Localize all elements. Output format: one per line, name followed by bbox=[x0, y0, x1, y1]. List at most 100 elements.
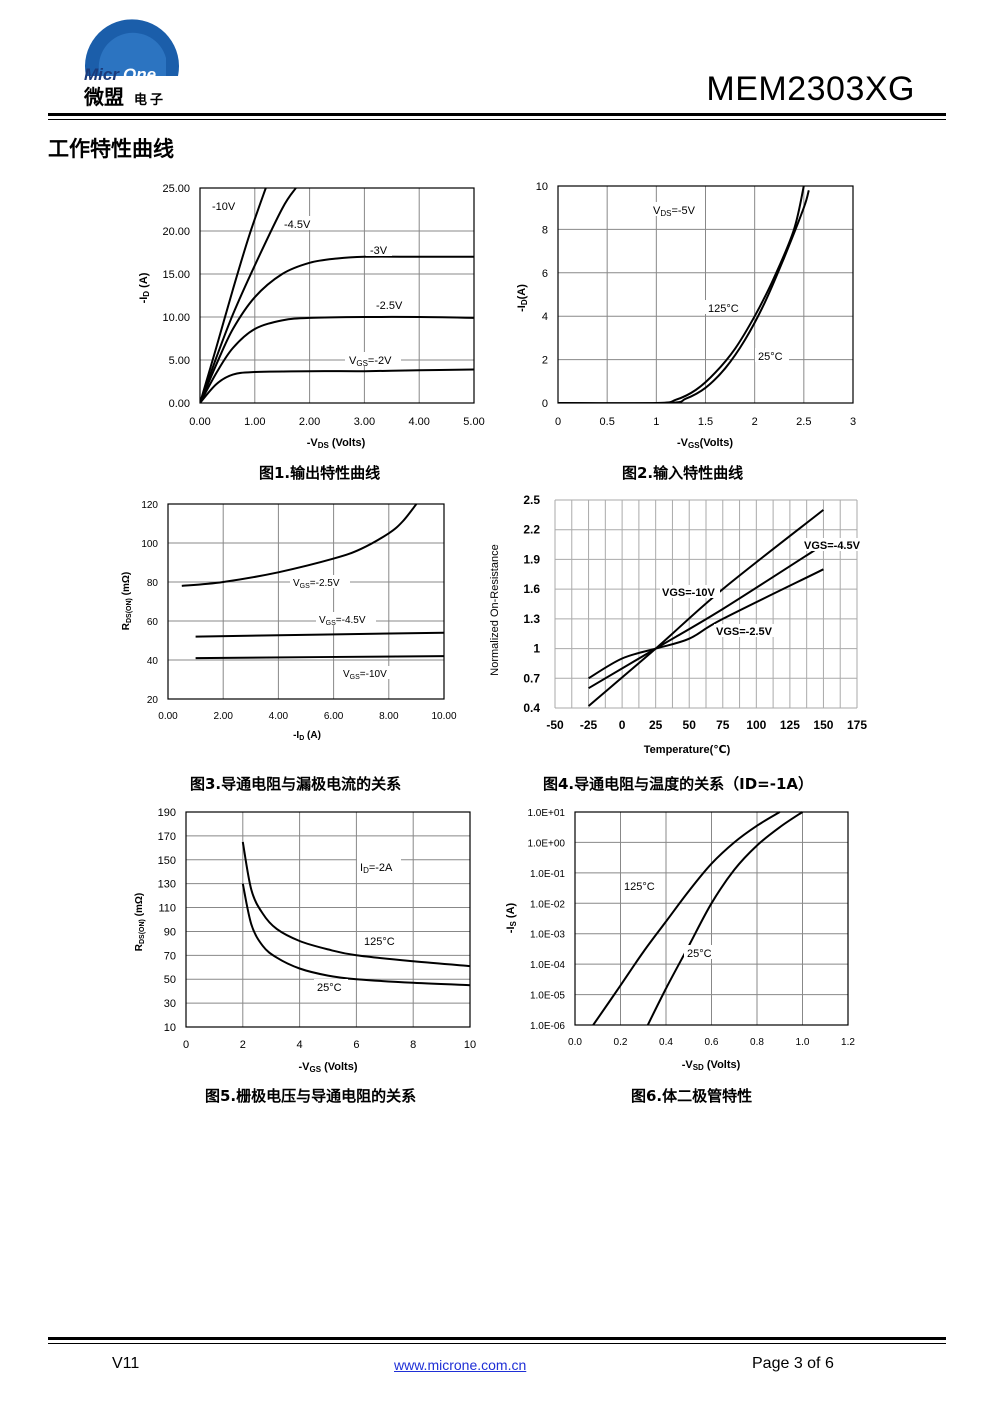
label-vgs-2.5v: VGS=-2.5V bbox=[716, 626, 773, 638]
x-tick-label: 4 bbox=[297, 1039, 303, 1051]
series-line-VGS-10V bbox=[195, 655, 445, 660]
y-tick-label: 80 bbox=[147, 578, 159, 589]
y-tick-label: 1.0E+00 bbox=[527, 838, 565, 849]
series-line--2.5V bbox=[200, 315, 475, 403]
x-tick-label: 2 bbox=[752, 416, 758, 428]
series-line-VGS-4.5V bbox=[587, 509, 825, 707]
chart-rdson-vs-vgs: 0 2 4 6 8 10 10 30 50 70 90 110 130 150 170 190 RDS(ON… bbox=[134, 807, 476, 1074]
series-line-VGS-4.5V bbox=[195, 631, 445, 638]
x-tick-label: 4.00 bbox=[269, 711, 289, 722]
series-line-125C bbox=[241, 841, 471, 968]
y-tick-label: 8 bbox=[542, 224, 548, 236]
y-tick-label: 20.00 bbox=[162, 226, 190, 238]
series-line-VGS-2.5V bbox=[181, 503, 418, 587]
x-tick-label: 10.00 bbox=[431, 711, 456, 722]
y-tick-label: 1 bbox=[533, 642, 540, 656]
footer-version: V11 bbox=[112, 1355, 140, 1372]
plot-area bbox=[186, 812, 470, 1027]
section-title: 工作特性曲线 bbox=[48, 137, 174, 161]
x-tick-label: 0.00 bbox=[158, 711, 178, 722]
x-tick-label: -50 bbox=[546, 718, 564, 732]
plot-area bbox=[200, 188, 474, 403]
x-tick-label: 1.00 bbox=[244, 416, 265, 428]
x-tick-label: 4.00 bbox=[408, 416, 429, 428]
x-tick-label: 175 bbox=[847, 718, 867, 732]
footer-website-link[interactable]: www.microne.com.cn bbox=[394, 1357, 527, 1373]
microne-logo: Micr One 微盟 电子 bbox=[83, 19, 179, 109]
series-line-25C bbox=[558, 190, 810, 403]
plot-area bbox=[168, 504, 444, 699]
label-125c: 125°C bbox=[624, 881, 655, 893]
plot-frame bbox=[199, 187, 475, 404]
y-tick-label: 150 bbox=[158, 855, 176, 867]
x-tick-label: 6.00 bbox=[324, 711, 344, 722]
x-tick-label: 2.00 bbox=[299, 416, 320, 428]
x-tick-label: 0.2 bbox=[614, 1037, 628, 1048]
x-tick-label: 125 bbox=[780, 718, 800, 732]
y-tick-label: 1.0E-05 bbox=[530, 991, 565, 1002]
label-vgs-10v: VGS=-10V bbox=[662, 587, 716, 599]
series-line-125C bbox=[592, 811, 781, 1025]
y-tick-label: 50 bbox=[164, 974, 176, 986]
x-tick-label: 1 bbox=[653, 416, 659, 428]
x-axis-label: -VSD (Volts) bbox=[682, 1059, 741, 1072]
logo-text-cn-b: 电子 bbox=[134, 92, 166, 108]
x-tick-label: 0.6 bbox=[705, 1037, 719, 1048]
plot-frame bbox=[185, 811, 471, 1028]
y-tick-label: 1.0E+01 bbox=[527, 808, 565, 819]
y-tick-label: 4 bbox=[542, 311, 548, 323]
y-tick-label: 1.0E-04 bbox=[530, 960, 565, 971]
y-axis-label: -ID (A) bbox=[138, 272, 151, 303]
label-vgs-4.5v: -4.5V bbox=[284, 219, 311, 231]
y-axis-label: Normalized On-Resistance bbox=[489, 544, 501, 675]
caption-fig2: 图2.输入特性曲线 bbox=[622, 464, 744, 482]
caption-fig1: 图1.输出特性曲线 bbox=[259, 464, 381, 482]
y-tick-label: 6 bbox=[542, 268, 548, 280]
x-tick-label: 0 bbox=[619, 718, 626, 732]
x-axis-label: -VGS (Volts) bbox=[298, 1061, 357, 1074]
label-vgs-2v: VGS=-2V bbox=[349, 355, 392, 368]
y-axis-label: -IS (A) bbox=[505, 902, 518, 933]
caption-fig6: 图6.体二极管特性 bbox=[631, 1087, 753, 1105]
x-tick-label: 0.8 bbox=[750, 1037, 764, 1048]
footer-rule-thin bbox=[48, 1343, 946, 1344]
plot-frame bbox=[574, 811, 849, 1026]
x-axis-label: -VGS(Volts) bbox=[677, 437, 733, 450]
chart-rdson-vs-id: 0.00 2.00 4.00 6.00 8.00 10.00 20 40 60 80 100 120… bbox=[121, 500, 457, 742]
footer-rule-thick bbox=[48, 1337, 946, 1340]
chart-input-characteristics: 0 0.5 1 1.5 2 2.5 3 0 2 4 6 8 10 -ID(A) -VGS(Volts)… bbox=[516, 181, 856, 450]
series-line-VGS-2.5V bbox=[588, 568, 824, 680]
x-tick-label: 6 bbox=[353, 1039, 359, 1051]
y-tick-label: 100 bbox=[141, 539, 158, 550]
series-line--4.5V bbox=[200, 187, 297, 403]
y-tick-label: 20 bbox=[147, 695, 159, 706]
x-tick-label: -25 bbox=[580, 718, 598, 732]
x-tick-label: 2.5 bbox=[796, 416, 811, 428]
x-tick-label: 0 bbox=[183, 1039, 189, 1051]
x-tick-label: 0.00 bbox=[189, 416, 210, 428]
caption-fig3: 图3.导通电阻与漏极电流的关系 bbox=[190, 775, 402, 793]
series-line-VGS-2V bbox=[200, 368, 475, 403]
x-tick-label: 100 bbox=[746, 718, 766, 732]
x-tick-label: 5.00 bbox=[463, 416, 484, 428]
y-tick-label: 1.6 bbox=[523, 582, 540, 596]
y-tick-label: 2.2 bbox=[523, 523, 540, 537]
y-tick-label: 0.7 bbox=[523, 671, 540, 685]
x-tick-label: 0.0 bbox=[568, 1037, 582, 1048]
y-tick-label: 25.00 bbox=[162, 183, 190, 195]
x-tick-label: 3.00 bbox=[354, 416, 375, 428]
y-tick-label: 15.00 bbox=[162, 269, 190, 281]
y-tick-label: 1.3 bbox=[523, 612, 540, 626]
label-id-2a: ID=-2A bbox=[360, 862, 393, 875]
x-tick-label: 8.00 bbox=[379, 711, 399, 722]
label-vgs-4.5v: VGS=-4.5V bbox=[319, 615, 366, 627]
x-tick-label: 150 bbox=[813, 718, 833, 732]
y-tick-label: 130 bbox=[158, 879, 176, 891]
y-axis-label: RDS(ON) (mΩ) bbox=[121, 572, 133, 630]
y-tick-label: 1.0E-06 bbox=[530, 1021, 565, 1032]
label-125c: 125°C bbox=[708, 303, 739, 315]
footer-page-number: Page 3 of 6 bbox=[752, 1355, 834, 1372]
y-tick-label: 190 bbox=[158, 807, 176, 819]
y-tick-label: 60 bbox=[147, 617, 159, 628]
y-tick-label: 1.0E-01 bbox=[530, 869, 565, 880]
